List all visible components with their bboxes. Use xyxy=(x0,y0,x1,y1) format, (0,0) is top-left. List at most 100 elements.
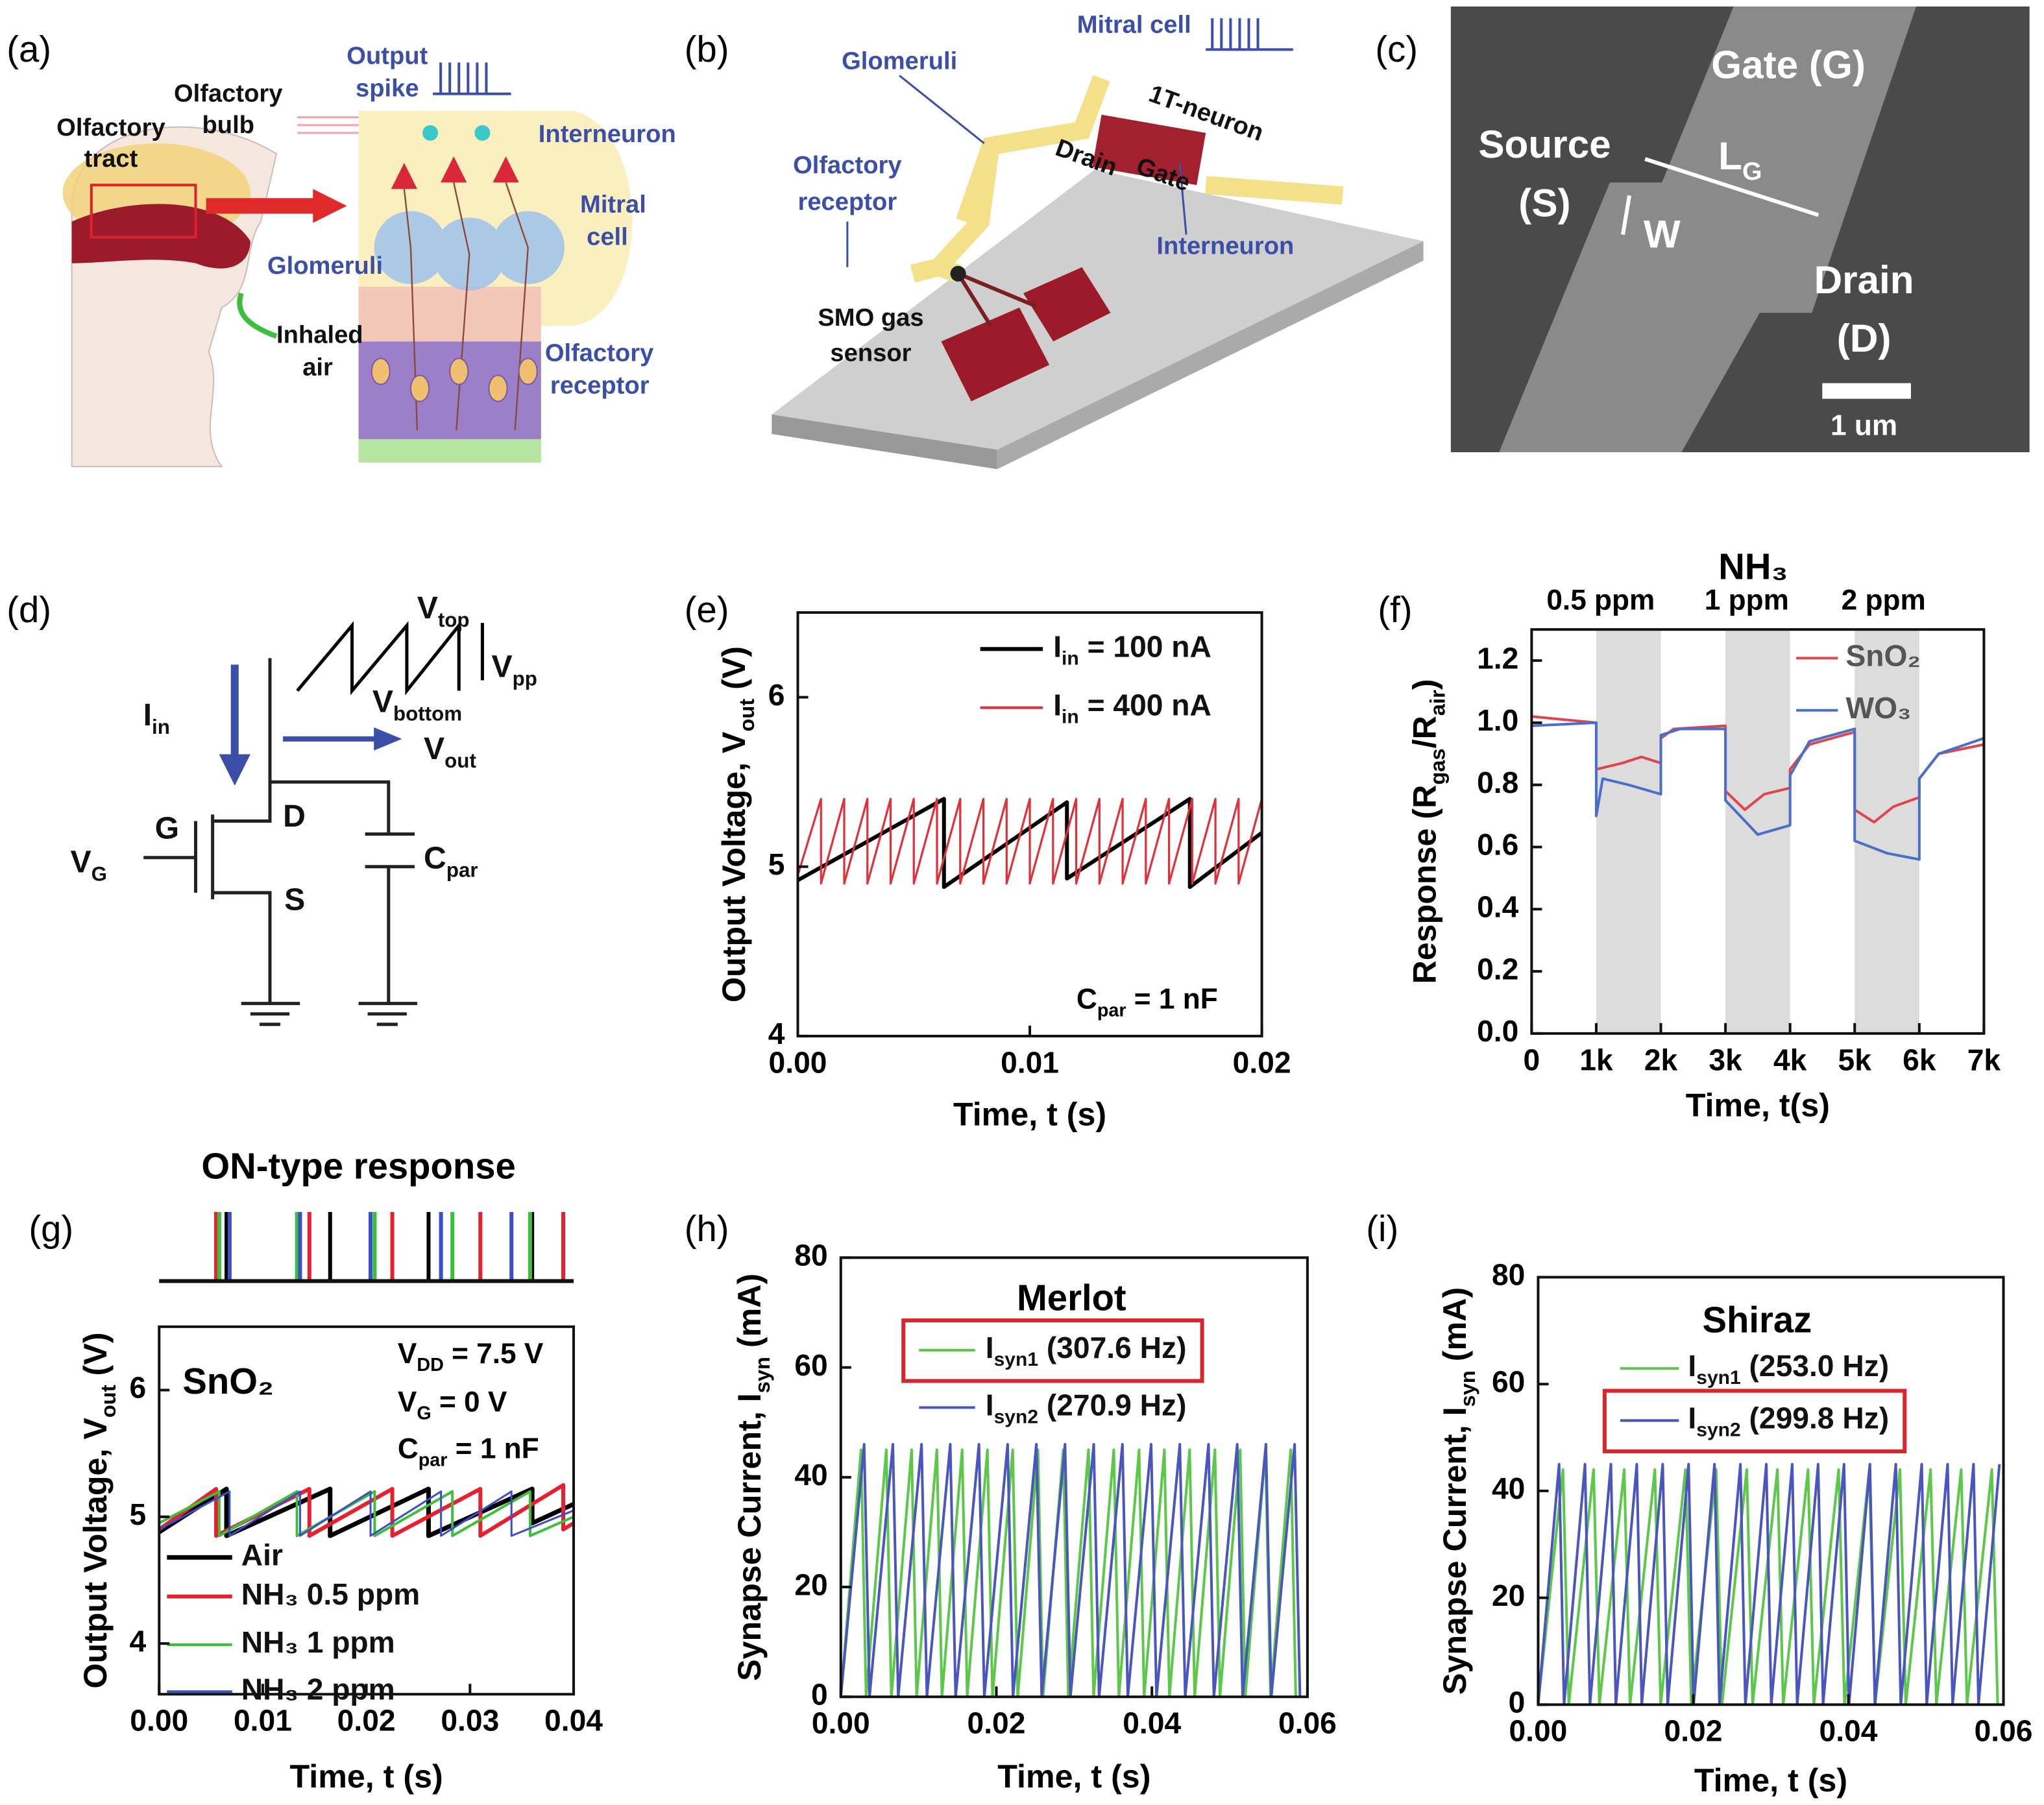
x-tick-label: 2k xyxy=(1644,1043,1678,1076)
legend-label: Isyn2 (270.9 Hz) xyxy=(986,1388,1187,1428)
air-arrow xyxy=(237,292,278,339)
y-tick-label: 5 xyxy=(129,1497,146,1531)
diagram-label: LG xyxy=(1718,134,1762,186)
subscript: G xyxy=(1742,158,1762,186)
subscript: syn xyxy=(750,1357,774,1393)
y-tick-label: 60 xyxy=(1492,1364,1525,1398)
series-line xyxy=(797,797,1262,890)
x-axis-label: Time, t (s) xyxy=(953,1096,1106,1133)
spike-icon xyxy=(433,62,511,95)
diagram-label: spike xyxy=(356,75,419,103)
glomeruli xyxy=(374,211,565,291)
x-tick-label: 0.04 xyxy=(1123,1706,1181,1740)
subscript: out xyxy=(444,749,476,772)
text-part: = 0 V xyxy=(432,1386,507,1418)
text-part: C xyxy=(398,1433,419,1464)
series-line xyxy=(1538,1468,1999,1705)
legend-label: SnO₂ xyxy=(1845,639,1920,673)
panel-a-art xyxy=(62,62,633,468)
y-axis-label: Synapse Current, Isyn (mA) xyxy=(731,1274,774,1681)
diagram-label: VG xyxy=(71,844,108,885)
text-part: = 1 nF xyxy=(447,1433,539,1464)
sensor xyxy=(950,265,966,282)
x-tick-label: 0.01 xyxy=(234,1704,292,1738)
chart-title: ON-type response xyxy=(201,1146,515,1187)
series-line xyxy=(159,1490,574,1537)
text-part: /R xyxy=(1407,716,1443,748)
diagram-label: W xyxy=(1644,212,1681,256)
x-tick-label: 0 xyxy=(1524,1043,1540,1076)
diagram-label: (D) xyxy=(1837,316,1892,360)
receptor-layer xyxy=(358,341,541,439)
legend-label: Isyn1 (253.0 Hz) xyxy=(1688,1349,1889,1388)
series-line xyxy=(1531,721,1984,861)
annotation: VG = 0 V xyxy=(398,1386,507,1423)
subscript: in xyxy=(1062,707,1079,728)
text-part: (299.8 Hz) xyxy=(1741,1401,1889,1435)
series-line xyxy=(1531,715,1984,824)
chip-side xyxy=(772,414,997,470)
series-line xyxy=(840,1443,1302,1697)
subscript: DD xyxy=(417,1355,443,1375)
x-tick-label: 0.00 xyxy=(812,1706,870,1740)
x-tick-label: 0.02 xyxy=(1664,1714,1723,1748)
x-tick-label: 0.04 xyxy=(544,1704,603,1738)
x-tick-label: 0.02 xyxy=(337,1704,396,1738)
panel-label: (i) xyxy=(1366,1208,1398,1249)
text-part: (307.6 Hz) xyxy=(1038,1331,1186,1364)
text-part: C xyxy=(424,840,446,875)
outputs xyxy=(297,116,359,134)
text-part: I xyxy=(1688,1401,1696,1435)
annotation: 2 ppm xyxy=(1842,585,1926,616)
text-part: V xyxy=(398,1386,417,1418)
panel-label: (e) xyxy=(685,589,729,630)
x-tick-label: 4k xyxy=(1773,1043,1807,1076)
text-part: = 1 nF xyxy=(1126,983,1218,1015)
text-part: Response (R xyxy=(1407,785,1443,984)
text-part: L xyxy=(1718,134,1742,178)
y-tick-label: 1.2 xyxy=(1477,641,1518,675)
text-part: Synapse Current, I xyxy=(731,1393,768,1681)
subscript: pp xyxy=(513,667,537,690)
diagram-label: Cpar xyxy=(424,840,478,881)
diagram-label: SMO gas xyxy=(818,304,923,332)
x-tick-label: 0.04 xyxy=(1819,1714,1878,1748)
diagram-label: Vtop xyxy=(417,590,470,631)
legend-label: NH₃ 1 ppm xyxy=(241,1625,395,1659)
diagram-label: Drain xyxy=(1814,258,1914,302)
x-tick-label: 0.06 xyxy=(1975,1714,2033,1748)
x-tick-label: 0.00 xyxy=(130,1704,188,1738)
text-part: I xyxy=(986,1388,994,1422)
subscript: air xyxy=(1426,690,1450,716)
spike-icon xyxy=(1206,18,1293,51)
diagram-label: Olfactory xyxy=(56,114,165,141)
y-axis-label: Output Voltage, Vout (V) xyxy=(77,1333,120,1689)
x-tick-label: 0.00 xyxy=(769,1045,827,1079)
legend-label: Iin = 100 nA xyxy=(1053,630,1211,670)
text-part: (V) xyxy=(716,646,752,699)
traces xyxy=(910,75,1344,283)
x-tick-label: 0.06 xyxy=(1278,1706,1337,1740)
sem-device xyxy=(1499,6,1916,453)
x-tick-label: 0.03 xyxy=(441,1704,499,1738)
series-line xyxy=(159,1483,574,1538)
diagram-label: Vpp xyxy=(491,649,537,690)
text-part: V xyxy=(372,684,393,719)
x-tick-label: 0.02 xyxy=(967,1706,1026,1740)
subscript: syn1 xyxy=(1696,1368,1740,1389)
subscript: G xyxy=(91,863,107,886)
diagram-label: receptor xyxy=(550,372,650,400)
scale-bar xyxy=(1822,383,1911,399)
x-axis-label: Time, t (s) xyxy=(1694,1762,1847,1799)
diagram-label: Iin xyxy=(143,697,170,738)
text-part: I xyxy=(1053,688,1062,722)
text-part: = 7.5 V xyxy=(444,1338,544,1370)
y-tick-label: 40 xyxy=(794,1458,827,1492)
x-axis-label: Time, t(s) xyxy=(1686,1087,1830,1124)
diagram-label: cell xyxy=(587,223,628,251)
text-part: V xyxy=(71,844,91,879)
diagram-label: Olfactory xyxy=(793,151,902,179)
text-part: = 100 nA xyxy=(1079,630,1211,664)
dimension-arrows xyxy=(1621,157,1819,236)
